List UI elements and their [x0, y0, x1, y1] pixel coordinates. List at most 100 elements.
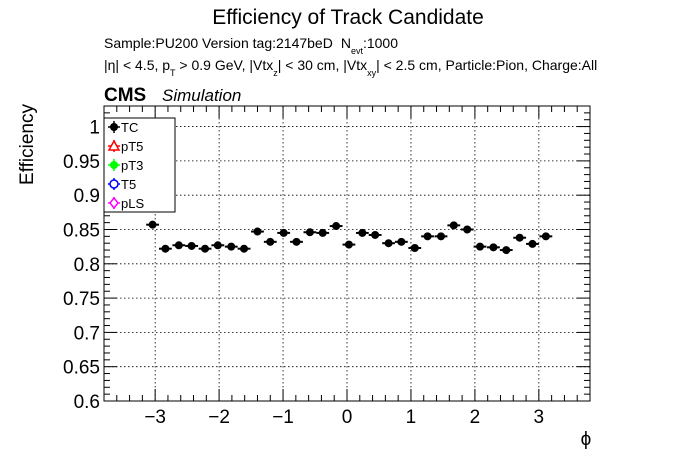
- point-marker: [528, 239, 537, 248]
- axes: −3 −2 −1 0 1 2 3 0.6 0.65 0.7 0.75 0.8 0.85 0.9 0.95 1: [63, 105, 591, 428]
- data-point: [355, 228, 369, 237]
- y-axis-label: Efficiency: [17, 104, 38, 185]
- y-tick-label: 0.65: [63, 358, 100, 379]
- data-point: [342, 240, 356, 249]
- point-marker: [515, 233, 524, 242]
- y-tick-label: 0.75: [63, 289, 100, 310]
- point-marker: [476, 242, 485, 251]
- x-tick-label: 2: [470, 407, 481, 428]
- data-point: [394, 237, 408, 246]
- cut-eta: |η| < 4.5, p: [104, 57, 170, 73]
- sample-info: Sample:PU200 Version tag:2147beD: [104, 35, 333, 51]
- y-tick-label: 0.85: [63, 220, 100, 241]
- data-point: [368, 230, 382, 239]
- cuts-line: |η| < 4.5, pT > 0.9 GeV, |Vtxz| < 30 cm,…: [104, 57, 597, 78]
- legend-entry-pls: pLS: [108, 196, 144, 211]
- x-tick-label: −2: [208, 407, 230, 428]
- point-marker: [174, 241, 183, 250]
- point-marker: [502, 246, 511, 255]
- x-tick-label: −3: [144, 407, 166, 428]
- data-point: [329, 222, 343, 231]
- data-point: [473, 242, 487, 251]
- nevt-label: N: [341, 35, 351, 51]
- cut-vz-subscript: z: [273, 68, 278, 78]
- point-marker: [148, 220, 157, 229]
- data-point: [487, 243, 500, 252]
- legend-label: T5: [121, 177, 136, 192]
- data-point: [224, 242, 238, 251]
- data-point: [408, 244, 422, 253]
- data-points: [146, 220, 553, 255]
- data-point: [382, 239, 395, 248]
- data-point: [263, 237, 277, 246]
- point-marker: [187, 241, 196, 250]
- legend-marker-circle: [110, 161, 118, 169]
- data-point: [539, 232, 553, 241]
- data-point: [303, 228, 317, 237]
- chart-title: Efficiency of Track Candidate: [212, 6, 484, 29]
- cut-vxy-subscript: xy: [367, 68, 377, 78]
- point-marker: [449, 221, 458, 230]
- legend-marker-diamond: [109, 196, 119, 210]
- point-marker: [437, 232, 446, 241]
- data-point: [290, 237, 303, 246]
- data-point: [460, 225, 474, 234]
- data-point: [447, 221, 461, 230]
- point-marker: [541, 232, 550, 241]
- data-point: [211, 241, 225, 250]
- legend-entry-tc: TC: [108, 120, 138, 135]
- y-tick-label: 0.9: [74, 186, 100, 207]
- data-point: [513, 233, 527, 242]
- y-tick-label: 0.95: [63, 152, 100, 173]
- point-marker: [213, 241, 222, 250]
- data-point: [277, 228, 291, 237]
- data-point: [185, 241, 199, 250]
- point-marker: [423, 232, 432, 241]
- y-tick-label: 0.6: [74, 392, 100, 413]
- legend-entry-pt5: pT5: [107, 139, 143, 154]
- legend-label: TC: [121, 120, 138, 135]
- y-tick-label: 0.8: [74, 255, 100, 276]
- data-point: [198, 244, 212, 253]
- point-marker: [318, 228, 327, 237]
- cut-rest: | < 2.5 cm, Particle:Pion, Charge:All: [376, 57, 597, 73]
- legend-entry-t5: T5: [108, 177, 136, 192]
- point-marker: [227, 242, 236, 251]
- legend-label: pT5: [121, 139, 143, 154]
- point-marker: [161, 244, 170, 253]
- point-marker: [292, 237, 301, 246]
- point-marker: [253, 227, 262, 236]
- data-point: [421, 232, 434, 241]
- x-tick-label: −1: [272, 407, 294, 428]
- cut-vz: | < 30 cm, |Vtx: [278, 57, 367, 73]
- point-marker: [279, 228, 288, 237]
- data-point: [146, 220, 159, 229]
- legend: TC pT5 pT3 T5 pLS: [103, 117, 176, 213]
- data-point: [172, 241, 186, 250]
- x-axis-label: ϕ: [581, 429, 592, 450]
- grid-lines: [104, 106, 590, 402]
- data-point: [526, 239, 539, 248]
- legend-entry-pt3: pT3: [108, 158, 143, 173]
- data-point: [499, 246, 513, 255]
- y-tick-label: 0.7: [74, 323, 100, 344]
- point-marker: [305, 228, 314, 237]
- point-marker: [358, 228, 367, 237]
- point-marker: [463, 225, 472, 234]
- point-marker: [371, 230, 380, 239]
- point-marker: [384, 239, 393, 248]
- point-marker: [240, 244, 249, 253]
- data-point: [251, 227, 264, 236]
- data-point: [434, 232, 448, 241]
- y-tick-label: 1: [89, 118, 100, 139]
- sample-line: Sample:PU200 Version tag:2147beD Nevt:100…: [104, 35, 398, 56]
- data-point: [316, 228, 330, 237]
- nevt-subscript: evt: [351, 46, 364, 56]
- nevt-value: :1000: [363, 35, 398, 51]
- cms-label: CMS: [104, 85, 146, 106]
- legend-marker-circle: [109, 179, 119, 189]
- legend-label: pLS: [121, 196, 144, 211]
- x-tick-label: 3: [534, 407, 545, 428]
- cut-pt: > 0.9 GeV, |Vtx: [176, 57, 274, 73]
